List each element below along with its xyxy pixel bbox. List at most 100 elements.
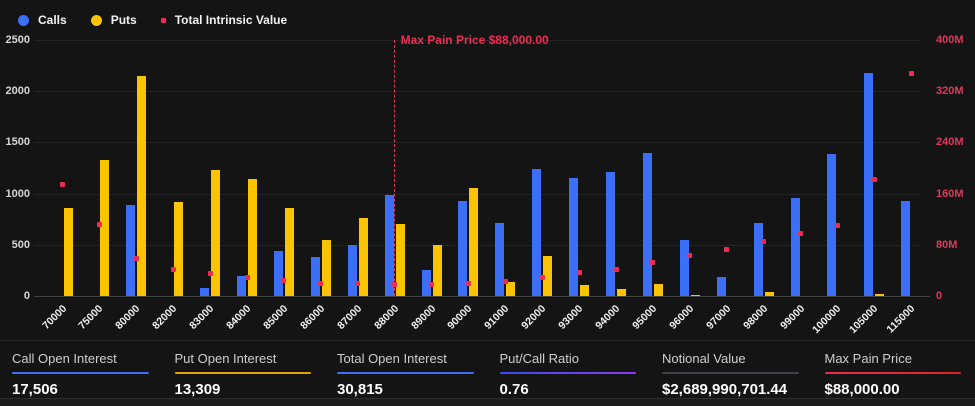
y-axis-label-left: 1000 — [5, 187, 30, 200]
options-open-interest-chart: Calls Puts Total Intrinsic Value 0 500 1000 1… — [5, 13, 964, 336]
puts-bar — [543, 255, 553, 296]
intrinsic-value-dot — [871, 177, 877, 183]
intrinsic-value-dot — [133, 256, 139, 262]
y-axis-label-right: 240M — [936, 136, 964, 149]
calls-bar — [790, 197, 800, 296]
puts-bar — [875, 294, 885, 296]
gridline — [34, 142, 920, 144]
intrinsic-value-dot — [429, 281, 434, 287]
max-pain-line — [394, 40, 396, 296]
stat-value: 0.76 — [499, 381, 529, 398]
intrinsic-value-dot — [207, 271, 213, 277]
stat-underline — [662, 372, 799, 374]
puts-bar — [248, 179, 257, 296]
calls-bar — [679, 240, 689, 296]
calls-bar — [310, 257, 320, 296]
stat-underline — [174, 372, 311, 374]
stat-put-call-ratio: Put/Call Ratio 0.76 — [488, 341, 651, 398]
intrinsic-value-dot — [908, 71, 914, 77]
stat-total-open-interest: Total Open Interest 30,815 — [325, 341, 488, 398]
intrinsic-value-dot — [687, 252, 693, 258]
intrinsic-value-dot — [761, 239, 767, 245]
intrinsic-value-dot — [650, 260, 656, 266]
calls-bar — [753, 223, 763, 296]
legend-item-total-intrinsic-value[interactable]: Total Intrinsic Value — [160, 13, 288, 27]
stat-label: Put/Call Ratio — [499, 351, 579, 366]
intrinsic-value-dot — [318, 280, 324, 286]
puts-bar — [137, 75, 147, 296]
puts-bar — [63, 207, 73, 296]
stat-value: $88,000.00 — [824, 381, 900, 398]
puts-bar — [321, 240, 331, 296]
puts-bar — [469, 188, 479, 296]
puts-bar — [395, 223, 405, 296]
puts-bar — [358, 217, 368, 296]
calls-bar — [901, 201, 911, 296]
y-axis-label-right: 320M — [936, 85, 964, 98]
y-axis-label-left: 0 — [23, 290, 30, 302]
calls-bar — [495, 223, 505, 296]
stat-value: $2,689,990,701.44 — [662, 381, 788, 398]
calls-bar — [716, 276, 726, 296]
puts-bar — [432, 244, 442, 296]
intrinsic-value-dot — [502, 279, 508, 285]
y-axis-label-right: 0 — [936, 290, 943, 302]
calls-bar — [606, 172, 615, 296]
calls-bar — [458, 200, 468, 296]
y-axis-label-right: 160M — [936, 187, 964, 200]
y-axis-label-right: 80M — [936, 238, 958, 251]
stat-max-pain-price: Max Pain Price $88,000.00 — [813, 341, 975, 398]
stat-label: Put Open Interest — [174, 351, 277, 366]
gridline — [34, 91, 920, 93]
puts-bar — [284, 207, 294, 296]
intrinsic-value-dot — [465, 281, 471, 287]
calls-bar — [237, 275, 246, 296]
stat-underline — [337, 372, 474, 374]
legend-label: Total Intrinsic Value — [174, 13, 288, 27]
y-axis-label-right: 400M — [936, 34, 964, 46]
intrinsic-value-dot — [244, 274, 250, 280]
stat-notional-value: Notional Value $2,689,990,701.44 — [650, 341, 813, 398]
x-axis-line — [34, 296, 930, 297]
y-axis-label-left: 1500 — [5, 136, 30, 149]
calls-bar — [532, 169, 542, 296]
stats-footer: Call Open Interest 17,506 Put Open Interes… — [0, 340, 975, 398]
intrinsic-value-dot — [724, 246, 730, 252]
legend-item-calls[interactable]: Calls — [18, 13, 67, 27]
calls-bar — [126, 204, 136, 296]
intrinsic-value-dot — [539, 274, 545, 280]
stat-label: Total Open Interest — [337, 351, 447, 366]
stat-call-open-interest: Call Open Interest 17,506 — [0, 341, 163, 398]
stat-value: 30,815 — [337, 381, 383, 398]
calls-bar — [200, 288, 210, 296]
intrinsic-value-dot — [834, 223, 840, 229]
intrinsic-value-dot — [96, 221, 102, 227]
puts-bar — [211, 170, 221, 296]
calls-bar — [384, 194, 394, 296]
calls-bar — [827, 154, 837, 296]
legend-label: Calls — [38, 13, 67, 27]
calls-bar — [642, 153, 652, 296]
intrinsic-value-dot — [355, 281, 361, 287]
legend-square-icon — [160, 17, 166, 23]
intrinsic-value-dot — [281, 278, 287, 284]
y-axis-label-left: 2000 — [5, 85, 30, 98]
intrinsic-value-dot — [798, 231, 803, 237]
stat-underline — [12, 372, 149, 374]
y-axis-label-left: 2500 — [5, 34, 30, 46]
puts-bar — [617, 288, 626, 296]
stat-value: 17,506 — [12, 381, 58, 398]
legend-circle-icon — [90, 14, 102, 26]
stat-value: 13,309 — [174, 381, 221, 398]
puts-bar — [653, 284, 663, 296]
calls-bar — [569, 178, 579, 296]
stat-underline — [824, 372, 961, 374]
stat-label: Notional Value — [662, 351, 746, 366]
intrinsic-value-dot — [576, 270, 582, 276]
puts-bar — [174, 201, 184, 296]
legend-item-puts[interactable]: Puts — [90, 13, 137, 27]
stat-underline — [499, 372, 636, 374]
max-pain-label: Max Pain Price $88,000.00 — [400, 33, 549, 47]
calls-bar — [421, 269, 431, 296]
legend-circle-icon — [18, 14, 29, 26]
